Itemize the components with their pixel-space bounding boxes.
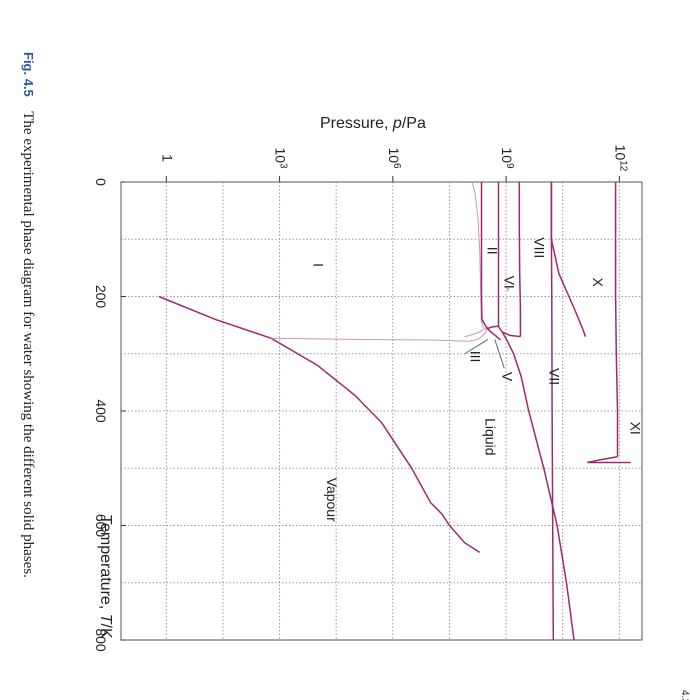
phase-boundary-15	[587, 456, 631, 464]
phase-label-liquid: Liquid	[482, 418, 498, 455]
phase-boundary-10	[501, 331, 521, 338]
x-tick-label-3: 600	[93, 514, 109, 538]
caption-text: The experimental phase diagram for water…	[20, 111, 36, 578]
y-tick-exponent-1: 3	[278, 163, 289, 169]
y-tick-exponent-4: 12	[618, 160, 629, 172]
leader-line-0	[464, 339, 489, 355]
x-tick-label-1: 200	[93, 285, 109, 309]
phase-boundary-12	[550, 182, 555, 641]
phase-label-xi: XI	[628, 422, 644, 435]
phase-boundary-3	[464, 326, 489, 338]
x-axis-label-text: Temperature,	[97, 515, 114, 614]
leader-line-1	[494, 339, 505, 369]
caption-label: Fig. 4.5	[21, 52, 36, 97]
figure-caption: Fig. 4.5 The experimental phase diagram …	[20, 52, 37, 578]
y-axis-label-unit: /Pa	[402, 115, 426, 132]
y-axis-label-text: Pressure,	[320, 115, 393, 132]
phase-boundary-7	[486, 325, 499, 330]
x-axis-label-symbol: T	[97, 614, 114, 625]
grid-lines	[121, 182, 642, 640]
y-tick-exponent-3: 9	[505, 163, 516, 169]
phase-boundary-2	[271, 328, 488, 342]
page-edge-mark: 4.3	[679, 690, 690, 700]
x-tick-label-4: 800	[93, 628, 109, 652]
x-axis-ticks: 0 200 400 600 800	[93, 178, 126, 652]
phase-boundary-4	[480, 182, 488, 329]
phase-label-i: I	[311, 263, 327, 267]
y-tick-base-0: 1	[159, 154, 175, 162]
y-tick-label-3: 109	[499, 147, 515, 169]
y-tick-base-3: 10	[499, 147, 515, 163]
phase-boundary-14	[614, 182, 619, 457]
y-tick-base-4: 10	[612, 145, 628, 161]
phase-label-vapour: Vapour	[324, 478, 340, 522]
phase-label-x: X	[590, 278, 606, 288]
leader-lines	[464, 287, 509, 369]
y-tick-exponent-2: 6	[391, 163, 402, 169]
x-axis-label-unit: /K	[97, 624, 114, 639]
y-axis-label: Pressure, p/Pa	[320, 115, 426, 132]
phase-boundary-8	[486, 328, 501, 341]
x-tick-label-2: 400	[93, 399, 109, 423]
phase-label-v: V	[499, 372, 515, 382]
phase-boundary-13	[550, 182, 587, 337]
y-tick-base-1: 10	[273, 147, 289, 163]
x-tick-label-0: 0	[93, 178, 109, 186]
phase-label-vii: VII	[547, 368, 563, 385]
y-tick-label-0: 1	[159, 154, 175, 162]
phase-label-viii: VIII	[531, 237, 547, 258]
y-tick-base-2: 10	[386, 147, 402, 163]
phase-boundary-curves	[158, 181, 631, 641]
phase-boundary-11	[501, 331, 575, 641]
phase-label-ii: II	[484, 247, 500, 255]
phase-label-iii: III	[467, 351, 483, 363]
phase-boundary-9	[518, 182, 522, 337]
y-tick-label-2: 106	[386, 147, 403, 169]
y-tick-label-4: 1012	[612, 145, 629, 172]
phase-label-vi: VI	[501, 276, 517, 289]
y-tick-label-1: 103	[273, 147, 290, 169]
y-axis-label-symbol: p	[392, 115, 402, 132]
phase-boundary-0	[158, 295, 481, 554]
x-axis-label: Temperature, T/K	[97, 515, 114, 639]
phase-boundary-6	[497, 325, 503, 333]
